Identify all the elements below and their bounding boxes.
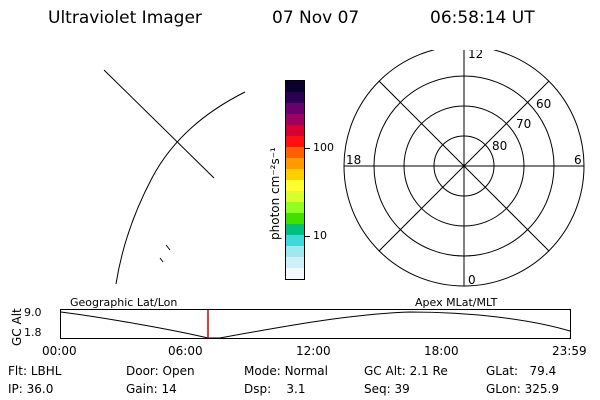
timeline-y-tick-min: 1.8 bbox=[24, 326, 42, 339]
status-mode: Mode: Normal bbox=[244, 364, 328, 378]
colorbar-band bbox=[286, 92, 304, 103]
colorbar-band bbox=[286, 180, 304, 191]
timeline-x-tick: 00:00 bbox=[42, 344, 77, 358]
status-ip: IP: 36.0 bbox=[8, 382, 54, 396]
colorbar-tick-label-10: 10 bbox=[313, 229, 327, 242]
timeline-x-tick: 12:00 bbox=[296, 344, 331, 358]
map-lon-curve bbox=[115, 91, 246, 285]
colorbar-band bbox=[286, 224, 304, 235]
colorbar-band bbox=[286, 246, 304, 257]
polar-diagonal bbox=[484, 186, 550, 252]
mlt-label-6: 6 bbox=[574, 153, 582, 167]
colorbar-band bbox=[286, 257, 304, 268]
colorbar-band bbox=[286, 81, 304, 92]
map-coastline-fragment bbox=[159, 244, 171, 263]
status-gain: Gain: 14 bbox=[126, 382, 177, 396]
date-label: 07 Nov 07 bbox=[272, 8, 360, 28]
lat-label-60: 60 bbox=[536, 97, 551, 111]
colorbar-band bbox=[286, 147, 304, 158]
status-dsp: Dsp: 3.1 bbox=[244, 382, 306, 396]
apex-mlat-mlt-label: Apex MLat/MLT bbox=[415, 296, 498, 309]
colorbar-tick bbox=[305, 236, 310, 237]
timeline-y-tick-max: 9.0 bbox=[24, 306, 42, 319]
colorbar-band bbox=[286, 268, 304, 279]
colorbar-unit-label: photon cm⁻²s⁻¹ bbox=[268, 147, 282, 240]
colorbar-band bbox=[286, 235, 304, 246]
lat-label-80: 80 bbox=[492, 139, 507, 153]
polar-diagonal bbox=[484, 80, 550, 146]
altitude-timeline bbox=[60, 309, 571, 339]
lat-label-70: 70 bbox=[516, 117, 531, 131]
app-title: Ultraviolet Imager bbox=[48, 8, 202, 28]
status-flt: Flt: LBHL bbox=[8, 364, 62, 378]
colorbar-band bbox=[286, 114, 304, 125]
geographic-latlon-label: Geographic Lat/Lon bbox=[70, 296, 178, 309]
colorbar-band bbox=[286, 213, 304, 224]
status-door: Door: Open bbox=[126, 364, 195, 378]
timeline-x-tick: 06:00 bbox=[168, 344, 203, 358]
mlt-label-12: 12 bbox=[468, 50, 483, 61]
status-glat: GLat: 79.4 bbox=[486, 364, 557, 378]
colorbar-tick bbox=[305, 148, 310, 149]
timeline-frame bbox=[60, 309, 571, 339]
time-label: 06:58:14 UT bbox=[430, 8, 535, 28]
colorbar bbox=[285, 80, 305, 280]
polar-diagonal bbox=[442, 144, 486, 188]
mlt-label-0: 0 bbox=[468, 273, 476, 287]
timeline-y-axis-label: GC Alt bbox=[10, 308, 24, 346]
polar-plot: 12 6 18 0 60 70 80 bbox=[343, 50, 585, 287]
altitude-curve bbox=[60, 311, 571, 339]
colorbar-band bbox=[286, 191, 304, 202]
colorbar-band bbox=[286, 158, 304, 169]
colorbar-band bbox=[286, 202, 304, 213]
status-seq: Seq: 39 bbox=[364, 382, 410, 396]
timeline-x-tick: 18:00 bbox=[424, 344, 459, 358]
colorbar-band bbox=[286, 103, 304, 114]
polar-diagonal bbox=[378, 186, 444, 252]
colorbar-band bbox=[286, 169, 304, 180]
status-gc-alt: GC Alt: 2.1 Re bbox=[364, 364, 448, 378]
colorbar-band bbox=[286, 125, 304, 136]
map-lat-line bbox=[103, 69, 215, 179]
colorbar-tick-label-100: 100 bbox=[313, 141, 334, 154]
status-glon: GLon: 325.9 bbox=[486, 382, 559, 396]
timeline-x-tick: 23:59 bbox=[552, 344, 587, 358]
colorbar-band bbox=[286, 136, 304, 147]
polar-diagonal bbox=[378, 80, 444, 146]
mlt-label-18: 18 bbox=[346, 153, 361, 167]
